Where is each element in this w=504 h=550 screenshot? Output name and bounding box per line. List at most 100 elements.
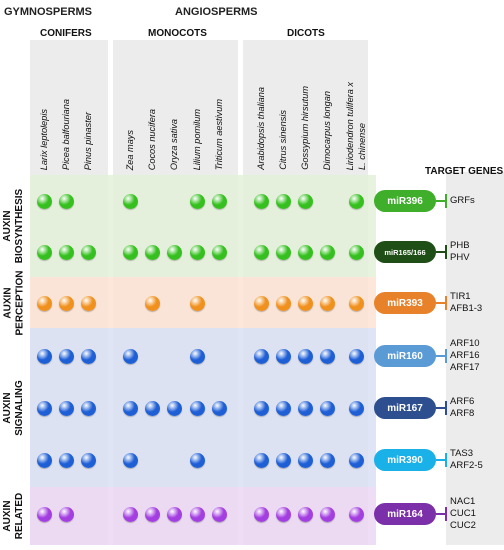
target-genes: PHB PHV [450, 240, 470, 264]
band-label: AUXIN SIGNALING [0, 328, 28, 487]
species-label: Cocos nucifera [147, 108, 157, 170]
presence-dot [297, 295, 313, 311]
presence-dot [319, 295, 335, 311]
target-gene: TIR1 [450, 291, 471, 302]
species-label: Larix leptolepis [39, 108, 49, 170]
presence-dot [319, 348, 335, 364]
inhibition-line [436, 200, 445, 202]
mirna-pill: miR393 [374, 292, 436, 314]
presence-dot [348, 452, 364, 468]
presence-dot [58, 506, 74, 522]
species-label: Pinus pinaster [83, 111, 93, 170]
header-angiosperms: ANGIOSPERMS [175, 6, 258, 18]
presence-dot [253, 506, 269, 522]
presence-dot [166, 400, 182, 416]
presence-dot [80, 400, 96, 416]
presence-dot [253, 452, 269, 468]
presence-dot [348, 295, 364, 311]
presence-dot [297, 506, 313, 522]
target-gene: ARF17 [450, 362, 480, 373]
target-gene: PHB [450, 240, 470, 251]
band-label: AUXIN RELATED [0, 487, 28, 545]
presence-dot [189, 244, 205, 260]
presence-dot [58, 244, 74, 260]
presence-dot [189, 400, 205, 416]
presence-dot [189, 506, 205, 522]
inhibition-line [436, 251, 445, 253]
inhibition-bar [445, 296, 447, 310]
species-label: Zea mays [125, 129, 135, 170]
presence-dot [211, 244, 227, 260]
presence-dot [348, 244, 364, 260]
presence-dot [58, 452, 74, 468]
presence-dot [36, 452, 52, 468]
presence-dot [189, 295, 205, 311]
band-label-text: AUXIN PERCEPTION [2, 269, 26, 336]
presence-dot [253, 193, 269, 209]
presence-dot [319, 506, 335, 522]
inhibition-bar [445, 245, 447, 259]
inhibition-bar [445, 453, 447, 467]
target-genes: GRFs [450, 195, 475, 207]
species-label: Picea balfouriana [61, 99, 71, 170]
species-label: Oryza sativa [169, 118, 179, 170]
species-label: Dimocarpus longan [322, 90, 332, 170]
presence-dot [211, 400, 227, 416]
presence-dot [297, 193, 313, 209]
species-label: Triticum aestivum [214, 98, 224, 170]
presence-dot [319, 244, 335, 260]
presence-dot [58, 348, 74, 364]
presence-dot [122, 400, 138, 416]
presence-dot [189, 348, 205, 364]
mirna-pill: miR164 [374, 503, 436, 525]
presence-dot [58, 295, 74, 311]
presence-dot [297, 452, 313, 468]
presence-dot [348, 348, 364, 364]
presence-dot [122, 348, 138, 364]
target-gene: ARF16 [450, 350, 480, 361]
presence-dot [348, 506, 364, 522]
inhibition-bar [445, 507, 447, 521]
presence-dot [348, 400, 364, 416]
target-gene: NAC1 [450, 496, 476, 507]
target-gene: AFB1-3 [450, 303, 483, 314]
presence-dot [275, 452, 291, 468]
mirna-pill: miR160 [374, 345, 436, 367]
mirna-pill: miR390 [374, 449, 436, 471]
band-label-text: AUXIN RELATED [2, 492, 26, 540]
target-gene: ARF10 [450, 338, 480, 349]
target-gene: ARF8 [450, 408, 475, 419]
band-label-text: AUXIN SIGNALING [2, 379, 25, 436]
presence-dot [122, 244, 138, 260]
presence-dot [166, 244, 182, 260]
target-gene: ARF6 [450, 396, 475, 407]
presence-dot [144, 506, 160, 522]
header-target-genes: TARGET GENES [425, 166, 504, 177]
presence-dot [275, 295, 291, 311]
band-1 [30, 175, 376, 277]
presence-dot [297, 244, 313, 260]
header-gymnosperms: GYMNOSPERMS [4, 6, 93, 18]
inhibition-bar [445, 194, 447, 208]
presence-dot [144, 244, 160, 260]
presence-dot [275, 400, 291, 416]
presence-dot [80, 452, 96, 468]
presence-dot [253, 348, 269, 364]
presence-dot [253, 400, 269, 416]
species-label: L. chinense [357, 123, 367, 170]
target-genes: ARF10 ARF16 ARF17 [450, 338, 480, 374]
target-gene: CUC1 [450, 508, 476, 519]
header-dicots: DICOTS [287, 28, 325, 39]
presence-dot [189, 193, 205, 209]
mirna-pill: miR396 [374, 190, 436, 212]
presence-dot [275, 244, 291, 260]
inhibition-line [436, 355, 445, 357]
band-label-text: AUXIN BIOSYNTHESIS [2, 188, 25, 264]
species-label: Lilium pomilum [192, 108, 202, 170]
presence-dot [36, 295, 52, 311]
inhibition-line [436, 459, 445, 461]
species-label: Gossypium hirsutum [300, 86, 310, 170]
mirna-pill: miR165/166 [374, 241, 436, 263]
presence-dot [36, 244, 52, 260]
target-genes: NAC1 CUC1 CUC2 [450, 496, 476, 532]
